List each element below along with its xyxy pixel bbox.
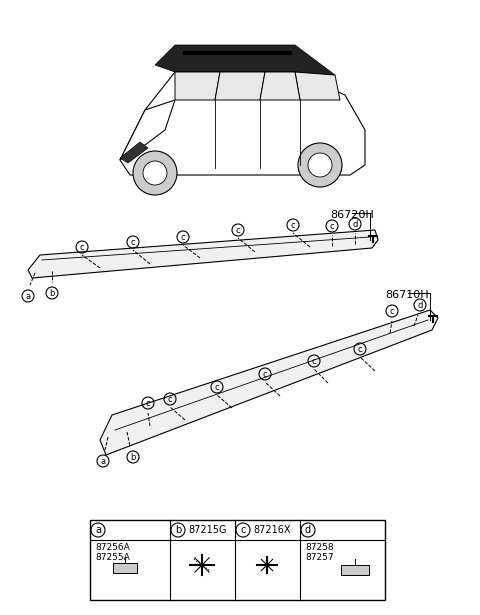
Text: c: c: [236, 226, 240, 234]
Circle shape: [133, 151, 177, 195]
Text: c: c: [240, 525, 246, 535]
Text: 86720H: 86720H: [330, 210, 374, 220]
Text: c: c: [330, 221, 334, 231]
Text: b: b: [175, 525, 181, 535]
Polygon shape: [120, 72, 365, 175]
Circle shape: [308, 153, 332, 177]
Text: 86710H: 86710H: [385, 290, 429, 300]
Text: 87216X: 87216X: [253, 525, 290, 535]
Polygon shape: [120, 142, 148, 163]
Bar: [341, 565, 369, 575]
Text: d: d: [417, 301, 423, 309]
Text: c: c: [168, 394, 172, 403]
Text: 87215G: 87215G: [188, 525, 227, 535]
Text: d: d: [305, 525, 311, 535]
Text: a: a: [100, 456, 106, 466]
Text: c: c: [131, 237, 135, 247]
Text: 87257: 87257: [305, 554, 334, 563]
Text: c: c: [80, 242, 84, 252]
Text: a: a: [25, 292, 31, 301]
Text: 87255A: 87255A: [95, 554, 130, 563]
Text: c: c: [358, 344, 362, 354]
Text: c: c: [215, 383, 219, 392]
Text: b: b: [130, 453, 136, 461]
Text: d: d: [352, 220, 358, 229]
Text: 87256A: 87256A: [95, 544, 130, 552]
Polygon shape: [28, 230, 378, 278]
Text: 87258: 87258: [305, 544, 334, 552]
Text: c: c: [291, 221, 295, 229]
Text: c: c: [263, 370, 267, 378]
Text: c: c: [180, 232, 185, 242]
Polygon shape: [260, 72, 300, 100]
Text: c: c: [146, 399, 150, 408]
Polygon shape: [100, 310, 438, 455]
Polygon shape: [215, 72, 265, 100]
Text: a: a: [95, 525, 101, 535]
Polygon shape: [155, 45, 335, 75]
Text: c: c: [312, 357, 316, 365]
Polygon shape: [175, 72, 220, 100]
Polygon shape: [120, 100, 175, 160]
Polygon shape: [295, 72, 340, 100]
Bar: [113, 563, 137, 573]
Text: b: b: [49, 288, 55, 298]
Text: c: c: [390, 306, 394, 315]
Circle shape: [298, 143, 342, 187]
Circle shape: [143, 161, 167, 185]
